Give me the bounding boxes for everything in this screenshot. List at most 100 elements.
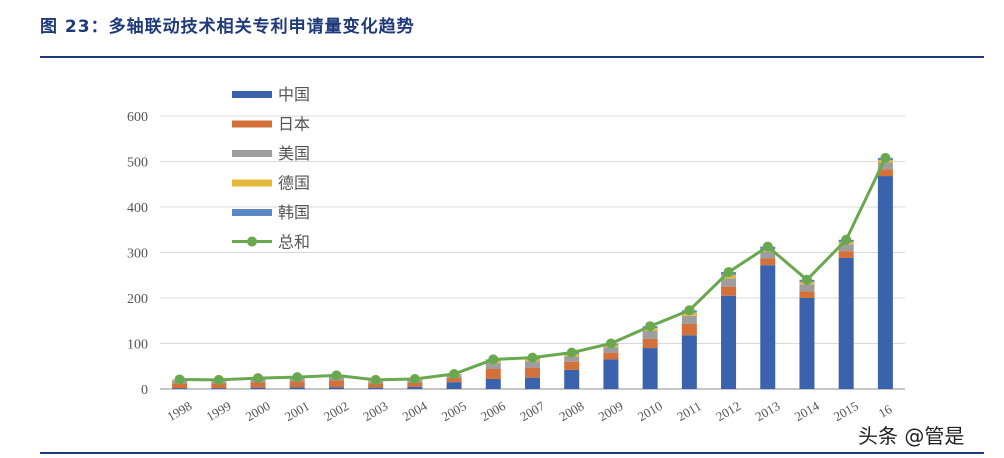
y-tick-label: 300	[127, 247, 148, 262]
total-point	[880, 152, 891, 163]
y-tick-label: 100	[127, 338, 148, 353]
y-tick-label: 200	[127, 292, 148, 307]
bar-segment	[681, 323, 697, 336]
x-tick-label: 2013	[753, 398, 783, 424]
legend-label: 德国	[278, 174, 310, 193]
legend-line-marker	[247, 236, 257, 247]
bar-segment	[642, 338, 658, 349]
x-tick-label: 2003	[360, 398, 390, 424]
x-tick-label: 2012	[713, 398, 743, 424]
bar-segment	[564, 361, 580, 370]
bar-segment	[328, 380, 344, 388]
total-point	[645, 321, 656, 332]
bar-segment	[721, 295, 737, 389]
bottom-divider	[40, 452, 984, 454]
bar-segment	[485, 368, 501, 379]
bar-segment	[760, 251, 776, 259]
figure-title: 图 23：多轴联动技术相关专利申请量变化趋势	[40, 17, 415, 37]
total-point	[449, 368, 460, 379]
bar-segment	[172, 383, 188, 389]
x-tick-label: 2010	[635, 398, 665, 424]
x-tick-label: 1998	[164, 398, 194, 424]
x-tick-label: 2005	[439, 398, 469, 424]
x-tick-label: 2011	[674, 398, 704, 424]
bar-segment	[838, 244, 854, 252]
total-point	[253, 373, 264, 384]
x-tick-label: 2004	[400, 398, 430, 424]
bar-segment	[368, 383, 384, 388]
bar-segment	[838, 251, 854, 258]
bar-segment	[603, 352, 619, 360]
total-point	[605, 338, 616, 349]
bar-segment	[485, 363, 501, 369]
bar-segment	[564, 369, 580, 389]
bar-segment	[525, 367, 540, 378]
bar-segment	[525, 361, 540, 368]
bar-segment	[564, 356, 580, 362]
bar-segment	[760, 265, 776, 389]
bar-segment	[250, 382, 266, 388]
bar-segment	[407, 386, 423, 389]
total-point	[684, 305, 695, 316]
bar-segment	[877, 176, 893, 389]
bar-segment	[446, 377, 462, 383]
bar-segment	[446, 382, 462, 389]
bar-segment	[642, 330, 658, 339]
legend-label: 韩国	[278, 203, 310, 222]
bar-segment	[525, 377, 540, 389]
bar-segment	[250, 387, 266, 389]
legend-swatch	[232, 120, 272, 128]
total-point	[292, 372, 303, 383]
total-point	[213, 374, 224, 385]
bar-segment	[328, 387, 344, 389]
bar-segment	[603, 347, 619, 353]
x-tick-label: 2009	[596, 398, 626, 424]
legend-label: 中国	[278, 85, 310, 104]
bar-segment	[838, 257, 854, 389]
total-point	[841, 234, 852, 245]
x-tick-label: 2000	[243, 398, 273, 424]
title-divider	[40, 56, 984, 58]
bar-segment	[603, 359, 619, 389]
bar-segment	[721, 278, 737, 287]
y-tick-label: 0	[141, 383, 148, 398]
bar-segment	[485, 378, 501, 389]
legend-label: 日本	[278, 115, 310, 134]
bar-segment	[799, 284, 815, 292]
bar-segment	[799, 298, 815, 389]
total-point	[174, 374, 185, 385]
x-tick-label: 2008	[556, 398, 586, 424]
x-tick-label: 2014	[792, 398, 822, 424]
total-point	[409, 373, 420, 384]
bar-segment	[721, 286, 737, 296]
legend-swatch	[232, 179, 272, 187]
legend-label: 美国	[278, 144, 310, 163]
total-point	[801, 274, 812, 285]
bar-segment	[289, 387, 305, 389]
bar-segment	[760, 258, 776, 266]
bar-segment	[681, 335, 697, 389]
total-point	[762, 241, 773, 252]
bar-segment	[681, 315, 697, 324]
total-point	[488, 354, 499, 365]
legend-swatch	[232, 209, 272, 216]
x-tick-label: 1999	[204, 398, 234, 424]
watermark: 头条 @管是	[858, 424, 965, 448]
bar-segment	[877, 162, 893, 170]
bar-segment	[877, 169, 893, 177]
bar-segment	[799, 291, 815, 298]
x-tick-label: 2007	[517, 398, 547, 424]
bar-segment	[211, 388, 227, 389]
y-tick-label: 600	[127, 110, 148, 125]
total-point	[331, 370, 342, 381]
total-point	[370, 374, 381, 385]
bar-segment	[368, 387, 384, 389]
legend-swatch	[232, 91, 272, 98]
total-point	[527, 352, 538, 363]
legend-label: 总和	[278, 233, 310, 252]
bar-segment	[642, 348, 658, 389]
total-point	[566, 347, 577, 358]
x-tick-label: 2001	[282, 398, 312, 424]
x-tick-label: 2015	[831, 398, 861, 424]
